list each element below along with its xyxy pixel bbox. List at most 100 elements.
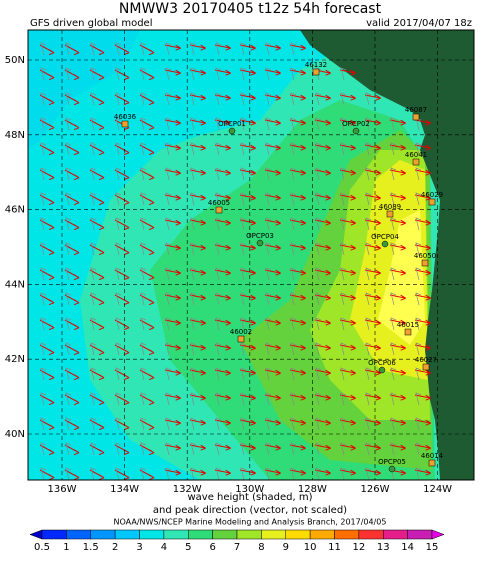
- vector: [264, 194, 281, 201]
- vector: [239, 44, 256, 51]
- vector: [89, 269, 105, 281]
- vector: [64, 419, 80, 431]
- wind-barb: [190, 267, 197, 281]
- colorbar-cell: [188, 529, 213, 540]
- wind-barb: [340, 142, 347, 156]
- station-label: OPCP04: [371, 233, 399, 241]
- vector: [389, 294, 406, 301]
- wind-barb: [315, 292, 322, 306]
- wind-barb: [265, 242, 272, 256]
- vector: [389, 319, 406, 326]
- wind-barb: [390, 417, 397, 431]
- colorbar-end: [29, 529, 43, 540]
- wind-barb: [365, 367, 372, 381]
- wind-barb: [140, 192, 147, 206]
- colorbar-cell: [212, 529, 238, 540]
- vector: [364, 294, 381, 301]
- wind-barb: [40, 417, 47, 431]
- wind-barb: [415, 242, 422, 256]
- wind-barb: [265, 442, 272, 456]
- station-label: OPCP01: [218, 120, 246, 128]
- buoy: [312, 68, 320, 76]
- wind-barb: [165, 167, 172, 181]
- wind-barb: [215, 467, 222, 480]
- wind-barb: [315, 442, 322, 456]
- vector: [39, 319, 55, 331]
- wind-barb: [140, 442, 147, 456]
- wind-barb: [165, 192, 172, 206]
- wind-barb: [40, 267, 47, 281]
- vector: [89, 294, 105, 306]
- wind-barb: [265, 42, 272, 56]
- vector: [314, 294, 331, 301]
- vector: [389, 344, 406, 351]
- wind-barb: [315, 117, 322, 131]
- buoy: [386, 210, 394, 218]
- wind-barb: [215, 142, 222, 156]
- wind-barb: [265, 467, 272, 480]
- vector: [339, 119, 356, 126]
- wind-barb: [340, 442, 347, 456]
- vector: [64, 269, 80, 281]
- vector: [39, 169, 55, 181]
- vector: [364, 369, 381, 376]
- wind-barb: [140, 142, 147, 156]
- wind-barb: [290, 467, 297, 480]
- vector: [289, 194, 306, 201]
- vector: [289, 369, 306, 376]
- wind-barb: [90, 467, 97, 480]
- wind-barb: [340, 392, 347, 406]
- wind-barb: [415, 442, 422, 456]
- vector: [264, 394, 281, 401]
- vector: [89, 344, 105, 356]
- wind-barb: [265, 217, 272, 231]
- wind-barb: [265, 292, 272, 306]
- station-label: 46029: [421, 191, 443, 199]
- wind-barb: [315, 467, 322, 480]
- vector: [64, 194, 80, 206]
- lon-label: 132W: [173, 484, 202, 495]
- vector: [189, 319, 206, 326]
- wind-barb: [390, 442, 397, 456]
- vector: [264, 119, 281, 126]
- wind-barb: [190, 67, 197, 81]
- wind-barb: [240, 142, 247, 156]
- wind-barb: [240, 217, 247, 231]
- axis-labels: 50N 48N 46N 44N 42N 40N 136W 134W 132W 130W 128W 12…: [5, 55, 452, 495]
- vector: [239, 444, 256, 451]
- vector: [89, 94, 105, 106]
- wind-barb: [190, 292, 197, 306]
- vector: [339, 194, 356, 201]
- vector: [239, 469, 256, 476]
- wind-barb: [265, 392, 272, 406]
- vector: [314, 344, 331, 351]
- wind-barb: [115, 42, 122, 56]
- wind-barb: [340, 92, 347, 106]
- vector: [389, 394, 406, 401]
- wind-barb: [265, 342, 272, 356]
- wind-barb: [40, 292, 47, 306]
- colorbar-label: 10: [304, 542, 317, 553]
- wind-barb: [65, 392, 72, 406]
- wind-barb: [365, 442, 372, 456]
- wind-barb: [290, 392, 297, 406]
- wind-barb: [115, 217, 122, 231]
- wind-barb: [140, 392, 147, 406]
- vector: [239, 294, 256, 301]
- wind-barb: [115, 167, 122, 181]
- vector: [314, 419, 331, 426]
- wind-barb: [315, 367, 322, 381]
- vector: [239, 119, 256, 126]
- wind-barb: [390, 117, 397, 131]
- wind-barb: [115, 242, 122, 256]
- vector: [364, 169, 381, 176]
- wind-barb: [140, 367, 147, 381]
- vector: [164, 169, 181, 176]
- vector: [139, 169, 155, 181]
- vector: [214, 269, 231, 276]
- wind-barb: [140, 267, 147, 281]
- wind-barb: [40, 67, 47, 81]
- vector: [164, 44, 181, 51]
- wind-barb: [65, 267, 72, 281]
- vector: [164, 269, 181, 276]
